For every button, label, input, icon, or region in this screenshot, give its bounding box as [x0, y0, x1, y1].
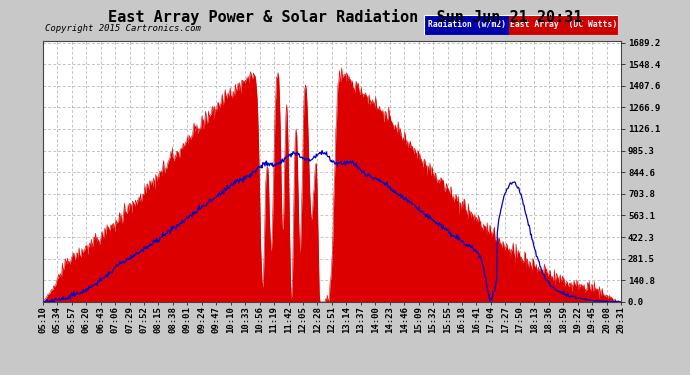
Bar — [424, 15, 509, 34]
Text: Copyright 2015 Cartronics.com: Copyright 2015 Cartronics.com — [45, 24, 201, 33]
Bar — [509, 15, 618, 34]
Text: East Array  (DC Watts): East Array (DC Watts) — [510, 20, 617, 29]
Text: Radiation (w/m2): Radiation (w/m2) — [428, 20, 506, 29]
Text: East Array Power & Solar Radiation  Sun Jun 21 20:31: East Array Power & Solar Radiation Sun J… — [108, 9, 582, 26]
